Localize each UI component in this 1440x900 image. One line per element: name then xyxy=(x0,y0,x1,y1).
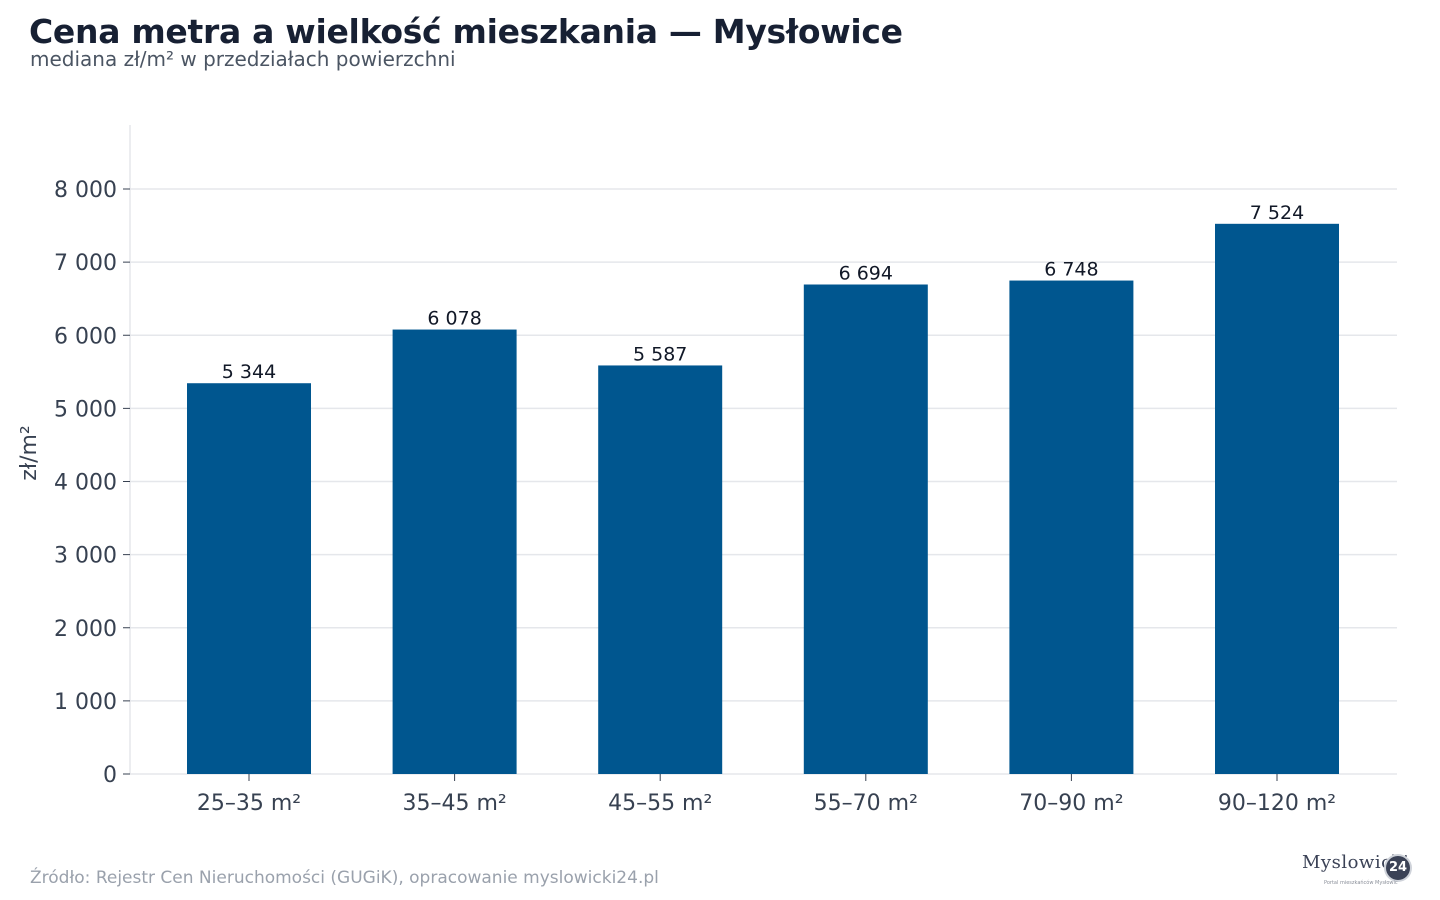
bar xyxy=(1215,223,1339,774)
brand-logo[interactable]: Myslowicki 24 Portal mieszkańców Mysłowi… xyxy=(1302,848,1414,892)
x-tick-label: 45–55 m² xyxy=(608,791,712,816)
y-tick-label: 0 xyxy=(103,763,117,788)
bar xyxy=(803,284,928,774)
bar-value-label: 7 524 xyxy=(1250,202,1304,224)
bar xyxy=(187,383,311,774)
x-tick-label: 90–120 m² xyxy=(1218,791,1336,816)
bar-value-label: 6 694 xyxy=(839,263,893,285)
x-tick-label: 70–90 m² xyxy=(1019,791,1123,816)
logo-tagline: Portal mieszkańców Mysłowic xyxy=(1324,880,1398,886)
y-tick-label: 7 000 xyxy=(54,251,117,276)
y-tick-label: 8 000 xyxy=(54,178,117,203)
y-axis-label: zł/m² xyxy=(17,425,42,480)
bar xyxy=(598,365,723,774)
y-tick-label: 6 000 xyxy=(54,324,117,349)
x-tick-label: 55–70 m² xyxy=(814,791,918,816)
y-tick-label: 4 000 xyxy=(54,471,117,496)
bar xyxy=(1009,280,1134,774)
x-tick-label: 25–35 m² xyxy=(197,791,301,816)
y-tick-label: 1 000 xyxy=(54,690,117,715)
logo-badge: 24 xyxy=(1386,856,1410,880)
bar-value-label: 6 078 xyxy=(427,308,481,330)
y-tick-label: 5 000 xyxy=(54,397,117,422)
bar-value-label: 6 748 xyxy=(1044,259,1098,281)
bar-value-label: 5 344 xyxy=(222,361,276,383)
bar-value-label: 5 587 xyxy=(633,343,687,365)
chart-subtitle: mediana zł/m² w przedziałach powierzchni xyxy=(30,47,456,71)
bar xyxy=(392,329,517,774)
logo-wordmark: Myslowicki xyxy=(1302,852,1410,873)
x-tick-label: 35–45 m² xyxy=(402,791,506,816)
y-tick-label: 2 000 xyxy=(54,617,117,642)
y-tick-label: 3 000 xyxy=(54,544,117,569)
chart-title: Cena metra a wielkość mieszkania — Mysło… xyxy=(29,12,903,51)
source-note: Źródło: Rejestr Cen Nieruchomości (GUGiK… xyxy=(30,868,659,888)
